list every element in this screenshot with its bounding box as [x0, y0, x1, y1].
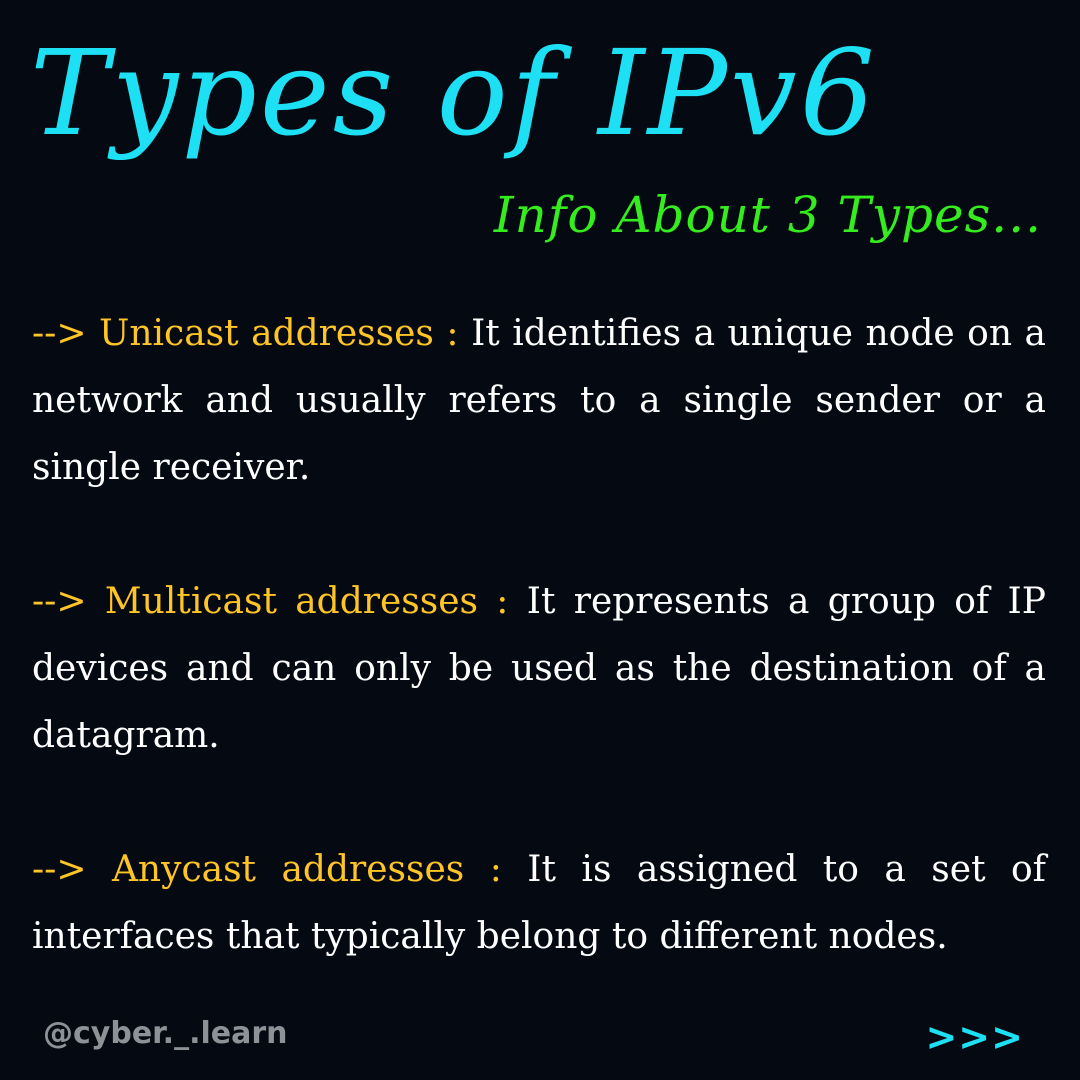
next-slide-indicator[interactable]: >>> [925, 1015, 1024, 1059]
list-item-unicast: --> Unicast addresses : It identifies a … [32, 300, 1046, 501]
item-term: Multicast addresses : [104, 581, 509, 622]
item-description: It is assigned to a set of interfaces th… [32, 849, 1046, 957]
item-arrow: --> [32, 313, 99, 354]
page-subtitle: Info About 3 Types... [493, 186, 1042, 244]
author-handle: @cyber._.learn [43, 1016, 288, 1051]
item-arrow: --> [32, 581, 105, 622]
list-item-multicast: --> Multicast addresses : It represents … [32, 568, 1046, 769]
page-title: Types of IPv6 [30, 24, 878, 162]
item-description: It represents a group of IP devices and … [32, 581, 1046, 756]
item-term: Unicast addresses : [99, 313, 459, 354]
item-arrow: --> [32, 849, 112, 890]
item-description: It identifies a unique node on a network… [32, 313, 1047, 488]
ipv6-types-list: --> Unicast addresses : It identifies a … [32, 300, 1046, 970]
item-term: Anycast addresses : [111, 849, 502, 890]
list-item-anycast: --> Anycast addresses : It is assigned t… [32, 836, 1046, 970]
